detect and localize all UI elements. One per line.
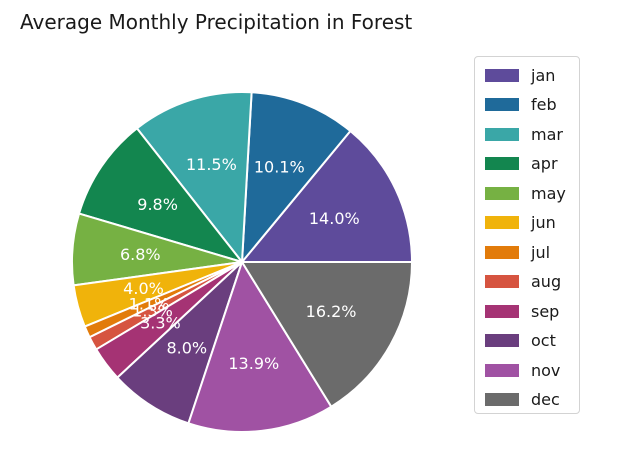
slice-label-apr: 9.8% (137, 195, 178, 214)
slice-label-jun: 4.0% (123, 279, 164, 298)
legend-swatch (485, 98, 519, 111)
legend-item-nov: nov (485, 358, 560, 382)
legend-label: feb (531, 95, 557, 114)
legend-item-mar: mar (485, 122, 563, 146)
legend-item-feb: feb (485, 93, 557, 117)
slice-label-jan: 14.0% (309, 209, 360, 228)
legend-label: sep (531, 301, 560, 321)
pie-labels: 14.0% 10.1% 11.5% 9.8% 6.8% 4.0%1.1%1.3%3.3% 8… (120, 155, 360, 373)
legend-swatch (485, 157, 519, 170)
legend-item-apr: apr (485, 152, 558, 176)
slice-label-feb: 10.1% (254, 158, 305, 177)
slice-label-jul: 1.1% (129, 295, 170, 314)
legend-label: nov (531, 360, 561, 380)
legend-label: apr (531, 154, 558, 173)
slice-label-dec: 16.2% (306, 302, 357, 321)
pie-slice-jan (241, 130, 413, 263)
legend-item-jan: jan (485, 63, 555, 87)
legend-item-oct: oct (485, 329, 556, 353)
legend-label: mar (531, 124, 563, 144)
legend-swatch (485, 216, 519, 229)
legend-swatch (485, 393, 519, 406)
legend-swatch (485, 127, 519, 141)
pie-slices (71, 90, 413, 433)
legend-label: dec (531, 390, 560, 409)
legend-label: jun (531, 213, 556, 232)
legend-swatch (485, 334, 519, 347)
slice-label-may: 6.8% (120, 245, 161, 264)
legend-swatch (485, 186, 519, 200)
legend-swatch (485, 304, 519, 318)
legend-swatch (485, 68, 519, 82)
slice-label-oct: 8.0% (166, 338, 207, 357)
legend-label: jan (531, 65, 556, 85)
legend-item-sep: sep (485, 299, 559, 323)
legend-swatch (485, 275, 519, 288)
slice-label-nov: 13.9% (228, 354, 279, 373)
legend-item-may: may (485, 181, 566, 205)
chart-title: Average Monthly Precipitation in Forest (20, 10, 413, 34)
legend-label: jul (531, 242, 551, 262)
slice-label-sep: 3.3% (140, 314, 181, 333)
legend-label: oct (531, 331, 556, 350)
slice-label-aug: 1.3% (132, 301, 173, 320)
legend-item-jul: jul (485, 240, 550, 264)
legend-item-dec: dec (485, 388, 560, 412)
legend-label: aug (531, 272, 562, 291)
pie-slice-mar (135, 90, 253, 263)
legend-swatch (485, 245, 519, 259)
slice-label-mar: 11.5% (186, 155, 237, 174)
pie-slice-dec (241, 261, 413, 408)
pie-slice-nov (187, 261, 333, 433)
legend: jan feb mar apr may jun jul aug sep oct nov dec (474, 56, 580, 414)
pie-slice-feb (241, 91, 352, 263)
legend-label: may (531, 183, 566, 203)
legend-swatch (485, 363, 519, 377)
legend-item-jun: jun (485, 211, 556, 235)
pie-slice-apr (78, 127, 243, 263)
legend-item-aug: aug (485, 270, 561, 294)
